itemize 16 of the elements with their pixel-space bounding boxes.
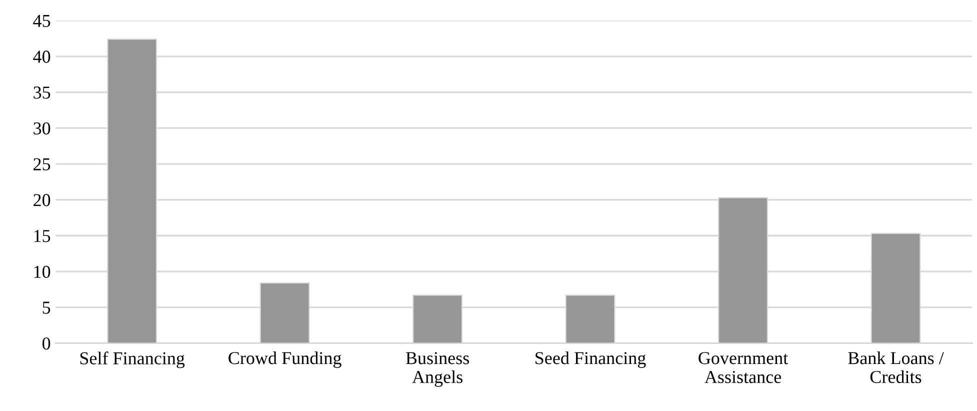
y-tick-label: 10 xyxy=(34,266,50,278)
x-tick-label: Crowd Funding xyxy=(228,352,342,368)
y-tick-label: 25 xyxy=(34,158,50,170)
x-tick-label: Self Financing xyxy=(80,352,185,368)
y-tick-label: 0 xyxy=(42,337,50,350)
x-tick-label: Seed Financing xyxy=(536,352,646,368)
y-tick-label: 5 xyxy=(42,302,50,314)
y-tick-label: 40 xyxy=(33,50,50,63)
x-tick-label: Government Assistance xyxy=(698,352,788,384)
y-tick-label: 15 xyxy=(34,230,50,242)
y-tick-label: 35 xyxy=(34,86,50,99)
y-tick-label: 30 xyxy=(34,122,50,135)
x-tick-label: Bank Loans / Credits xyxy=(848,352,944,384)
y-tick-label: 20 xyxy=(34,194,50,206)
x-tick-label: Business Angels xyxy=(406,352,469,387)
y-tick-label: 45 xyxy=(33,14,50,27)
